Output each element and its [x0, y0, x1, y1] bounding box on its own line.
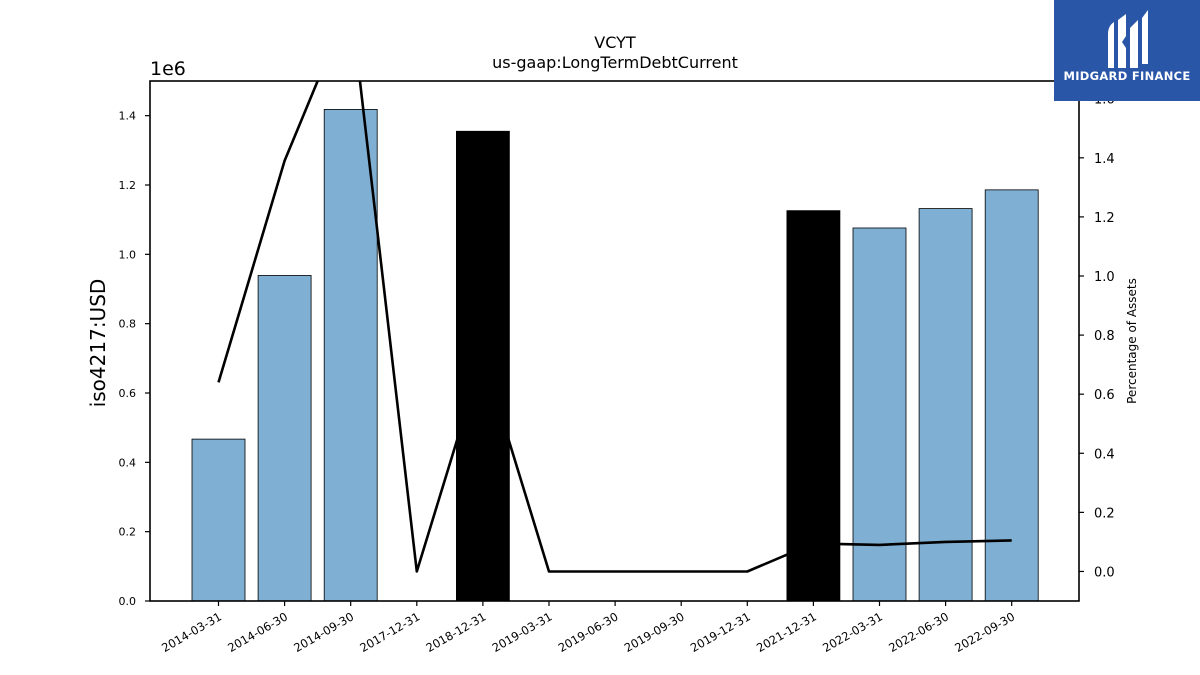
y-tick-label: 0.6 — [119, 387, 137, 400]
bar-2022-09-30 — [984, 189, 1039, 602]
x-tick-label: 2019-06-30 — [556, 609, 621, 655]
y-tick-label: 0.0 — [119, 595, 137, 608]
y2-tick-label: 0.4 — [1094, 447, 1115, 462]
y2-tick-label: 1.0 — [1094, 270, 1115, 285]
x-tick-label: 2022-09-30 — [952, 609, 1017, 655]
x-tick-label: 2014-09-30 — [291, 609, 356, 655]
x-tick-label: 2022-06-30 — [886, 609, 951, 655]
y2-tick-label: 0.6 — [1094, 388, 1115, 403]
bars-layer — [191, 109, 1039, 602]
brand-mark-icon — [1108, 10, 1148, 68]
y-tick-label: 1.0 — [119, 248, 137, 261]
chart-title: VCYT — [594, 33, 636, 52]
bar-2022-06-30 — [918, 208, 973, 602]
y2-tick-label: 0.0 — [1094, 565, 1115, 580]
y-axis-label: iso4217:USD — [86, 279, 110, 408]
bar-2014-06-30 — [257, 275, 312, 602]
bar-2014-09-30 — [323, 109, 378, 602]
chart-subtitle: us-gaap:LongTermDebtCurrent — [492, 53, 738, 72]
x-tick-label: 2019-03-31 — [490, 609, 555, 655]
y2-axis-label: Percentage of Assets — [1125, 278, 1139, 404]
y-tick-label: 1.2 — [119, 179, 137, 192]
y-scale-label: 1e6 — [150, 58, 186, 80]
brand-name: MIDGARD FINANCE — [1063, 69, 1191, 83]
x-tick-label: 2014-06-30 — [225, 609, 290, 655]
x-tick-label: 2014-03-31 — [159, 609, 224, 655]
bar-2022-03-31 — [852, 227, 907, 602]
y-tick-label: 0.2 — [119, 526, 137, 539]
y-tick-label: 0.8 — [119, 318, 137, 331]
line-layer — [217, 81, 1012, 573]
y-tick-label: 0.4 — [119, 456, 137, 469]
y2-tick-label: 0.2 — [1094, 506, 1115, 521]
bar-2018-12-31 — [455, 130, 510, 602]
bar-2021-12-31 — [786, 210, 841, 602]
percent-of-assets-line — [217, 81, 1012, 573]
x-tick-label: 2018-12-31 — [424, 609, 489, 655]
bar-2014-03-31 — [191, 438, 246, 602]
y2-tick-label: 1.2 — [1094, 211, 1115, 226]
x-tick-label: 2022-03-31 — [820, 609, 885, 655]
brand-logo: MIDGARD FINANCE — [1054, 0, 1200, 101]
y2-tick-label: 0.8 — [1094, 329, 1115, 344]
x-tick-label: 2019-12-31 — [688, 609, 753, 655]
x-tick-label: 2017-12-31 — [357, 609, 422, 655]
y-tick-label: 1.4 — [119, 110, 137, 123]
x-tick-label: 2019-09-30 — [622, 609, 687, 655]
y2-tick-label: 1.4 — [1094, 152, 1115, 167]
x-tick-label: 2021-12-31 — [754, 609, 819, 655]
